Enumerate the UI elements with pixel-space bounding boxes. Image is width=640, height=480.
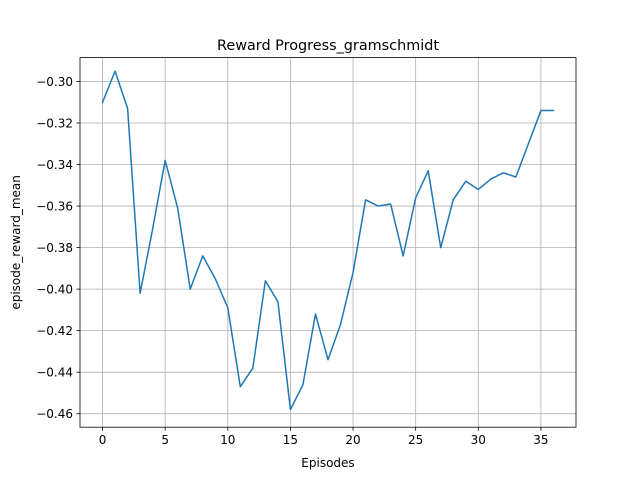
series-line — [101, 70, 555, 411]
y-tick-label: −0.36 — [36, 199, 73, 213]
y-tick-label: −0.34 — [36, 158, 73, 172]
y-tick-label: −0.30 — [36, 75, 73, 89]
x-axis-title: Episodes — [301, 456, 354, 470]
x-tick-label: 35 — [533, 433, 548, 447]
x-tick-label: 25 — [408, 433, 423, 447]
y-axis-title: episode_reward_mean — [9, 175, 23, 310]
y-axis: −0.46 −0.44 −0.42 −0.40 −0.38 −0.36 −0.34 −0.32… — [36, 75, 80, 421]
y-tick-label: −0.32 — [36, 116, 73, 130]
y-tick-label: −0.40 — [36, 282, 73, 296]
y-tick-label: −0.46 — [36, 407, 73, 421]
x-axis: 0 5 10 15 20 25 30 35 — [99, 427, 549, 447]
x-tick-label: 10 — [220, 433, 235, 447]
x-tick-label: 15 — [283, 433, 298, 447]
y-tick-label: −0.42 — [36, 324, 73, 338]
series-layer — [101, 70, 555, 411]
chart-title: Reward Progress_gramschmidt — [217, 38, 439, 54]
x-tick-label: 30 — [471, 433, 486, 447]
plot-frame — [79, 57, 577, 428]
y-tick-label: −0.38 — [36, 241, 73, 255]
y-tick-label: −0.44 — [36, 365, 73, 379]
grid — [80, 57, 576, 428]
x-tick-label: 0 — [99, 433, 107, 447]
x-tick-label: 20 — [345, 433, 360, 447]
x-tick-label: 5 — [161, 433, 169, 447]
